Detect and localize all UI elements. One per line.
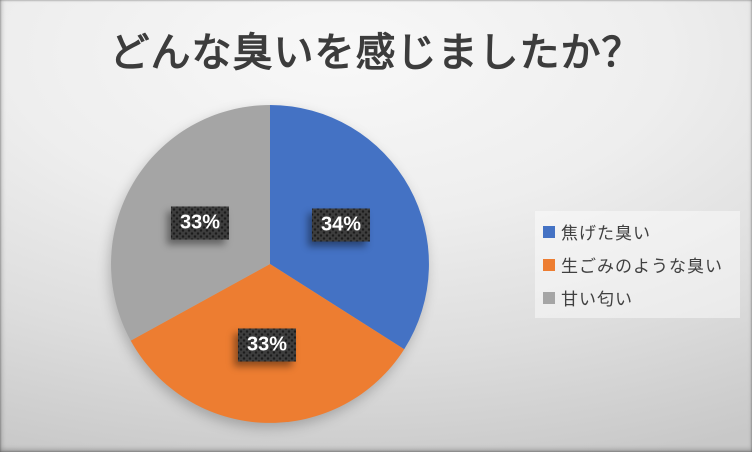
pie-svg [111,105,429,423]
pie-chart: 34% 33% 33% [111,105,429,423]
legend-item: 甘い匂い [543,285,736,310]
chart-legend: 焦げた臭い 生ごみのような臭い 甘い匂い [535,211,740,318]
legend-swatch-icon [543,258,555,271]
legend-label: 生ごみのような臭い [561,257,723,276]
legend-item: 生ごみのような臭い [543,252,736,277]
legend-swatch-icon [543,291,555,304]
legend-label: 甘い匂い [561,290,633,309]
data-label-1: 33% [238,329,296,362]
legend-item: 焦げた臭い [543,219,736,244]
legend-swatch-icon [543,225,555,238]
chart-title: どんな臭いを感じましたか？ [109,31,643,75]
data-label-0: 34% [312,209,370,242]
data-label-2: 33% [171,207,229,240]
legend-label: 焦げた臭い [561,224,651,243]
